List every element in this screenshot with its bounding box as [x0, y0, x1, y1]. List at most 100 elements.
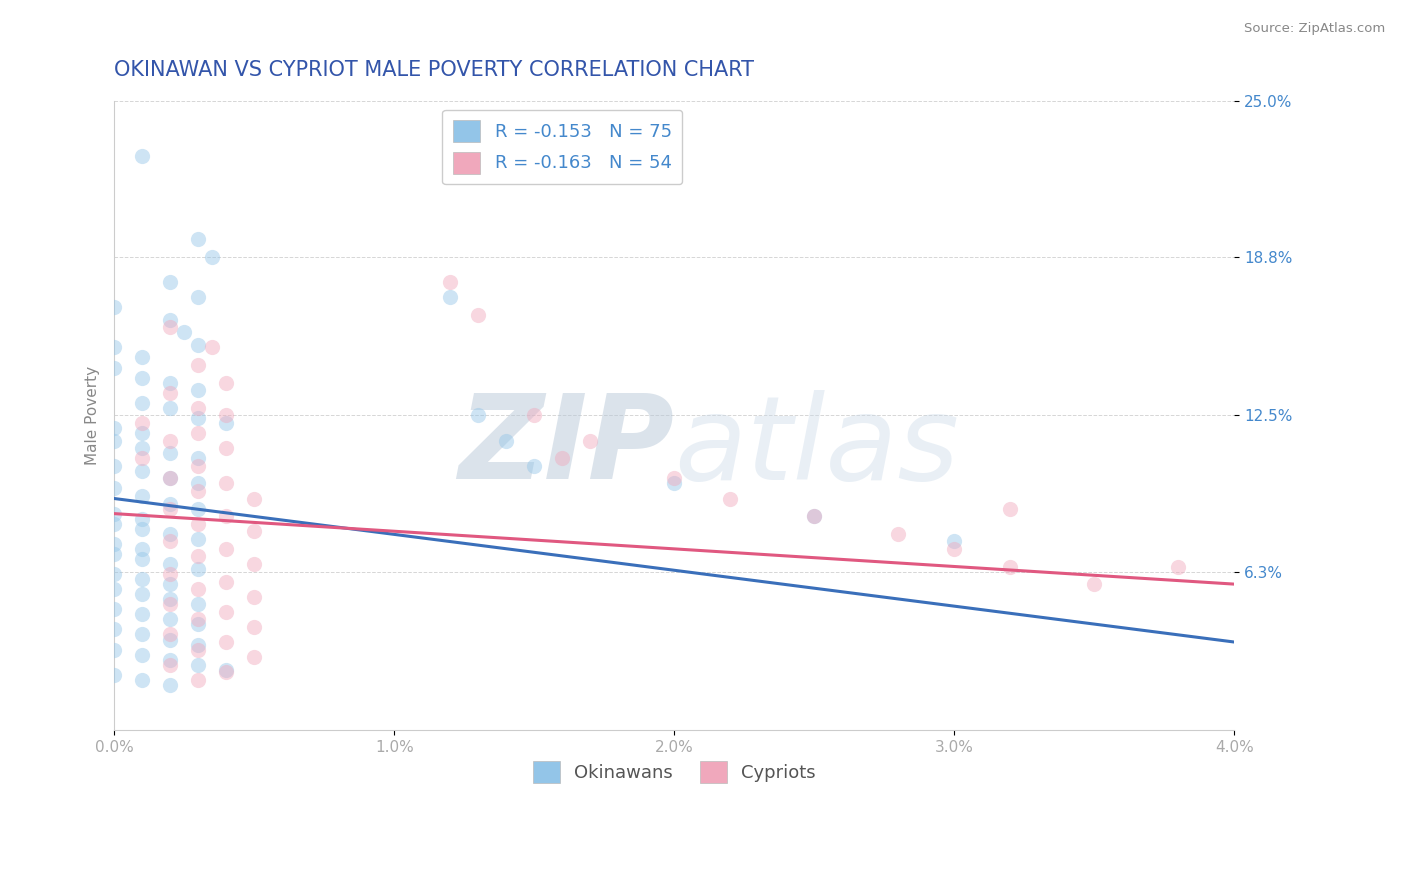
Point	[159, 376, 181, 390]
Point	[131, 451, 153, 466]
Point	[131, 648, 153, 662]
Point	[103, 360, 125, 375]
Point	[664, 471, 686, 485]
Point	[1000, 559, 1022, 574]
Point	[187, 483, 209, 498]
Point	[159, 320, 181, 334]
Point	[215, 665, 238, 680]
Point	[131, 607, 153, 622]
Point	[131, 522, 153, 536]
Point	[131, 464, 153, 478]
Point	[187, 549, 209, 564]
Point	[103, 507, 125, 521]
Point	[131, 627, 153, 641]
Point	[215, 376, 238, 390]
Point	[523, 458, 546, 473]
Point	[215, 409, 238, 423]
Point	[103, 537, 125, 551]
Point	[159, 627, 181, 641]
Point	[103, 623, 125, 637]
Point	[159, 657, 181, 672]
Point	[131, 572, 153, 586]
Point	[201, 250, 224, 264]
Point	[103, 667, 125, 681]
Point	[187, 673, 209, 687]
Point	[159, 678, 181, 692]
Point	[187, 358, 209, 372]
Point	[159, 612, 181, 626]
Point	[187, 425, 209, 440]
Point	[103, 516, 125, 531]
Point	[159, 385, 181, 400]
Point	[1167, 559, 1189, 574]
Text: OKINAWAN VS CYPRIOT MALE POVERTY CORRELATION CHART: OKINAWAN VS CYPRIOT MALE POVERTY CORRELA…	[114, 60, 754, 79]
Point	[187, 532, 209, 546]
Point	[159, 501, 181, 516]
Point	[159, 592, 181, 607]
Point	[159, 312, 181, 326]
Point	[1083, 577, 1105, 591]
Point	[103, 642, 125, 657]
Point	[159, 567, 181, 582]
Point	[131, 351, 153, 365]
Point	[664, 476, 686, 491]
Point	[187, 232, 209, 246]
Point	[1000, 501, 1022, 516]
Point	[803, 509, 825, 524]
Point	[159, 597, 181, 611]
Point	[159, 653, 181, 667]
Point	[187, 612, 209, 626]
Point	[103, 582, 125, 597]
Point	[187, 562, 209, 576]
Point	[215, 416, 238, 430]
Point	[131, 370, 153, 384]
Text: ZIP: ZIP	[458, 390, 675, 504]
Point	[103, 547, 125, 561]
Point	[201, 340, 224, 354]
Point	[187, 451, 209, 466]
Point	[131, 441, 153, 455]
Point	[159, 446, 181, 460]
Point	[943, 534, 966, 549]
Point	[439, 275, 461, 289]
Point	[159, 526, 181, 541]
Point	[495, 434, 517, 448]
Point	[159, 534, 181, 549]
Point	[131, 425, 153, 440]
Point	[187, 617, 209, 632]
Point	[131, 396, 153, 410]
Point	[243, 620, 266, 634]
Point	[187, 657, 209, 672]
Point	[187, 642, 209, 657]
Point	[187, 501, 209, 516]
Point	[523, 409, 546, 423]
Point	[103, 300, 125, 314]
Point	[159, 497, 181, 511]
Point	[215, 574, 238, 589]
Point	[131, 149, 153, 163]
Point	[103, 458, 125, 473]
Point	[103, 567, 125, 582]
Point	[467, 308, 489, 322]
Point	[159, 557, 181, 571]
Point	[187, 338, 209, 352]
Point	[887, 526, 910, 541]
Point	[215, 605, 238, 619]
Point	[187, 411, 209, 425]
Point	[187, 638, 209, 652]
Point	[215, 635, 238, 649]
Point	[243, 590, 266, 604]
Point	[187, 582, 209, 597]
Point	[103, 421, 125, 435]
Point	[187, 516, 209, 531]
Point	[439, 290, 461, 304]
Point	[131, 587, 153, 601]
Point	[131, 489, 153, 503]
Point	[215, 441, 238, 455]
Point	[215, 541, 238, 556]
Point	[159, 434, 181, 448]
Point	[215, 476, 238, 491]
Point	[103, 482, 125, 496]
Point	[803, 509, 825, 524]
Point	[467, 409, 489, 423]
